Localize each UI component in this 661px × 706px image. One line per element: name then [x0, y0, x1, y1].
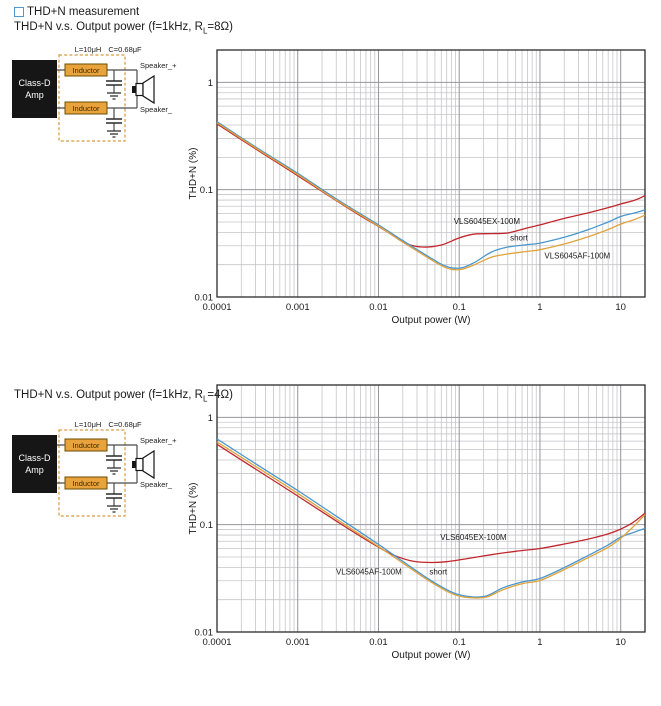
page-title: THD+N measurement: [14, 6, 139, 18]
x-axis-title: Output power (W): [392, 315, 471, 326]
chart-1-subtitle: THD+N v.s. Output power (f=1kHz, RL=8Ω): [14, 21, 233, 36]
lc-filter-dashed-box: [58, 429, 126, 517]
chart-2-subtitle: THD+N v.s. Output power (f=1kHz, RL=4Ω): [14, 389, 233, 404]
series-curve-short: [216, 121, 646, 269]
capacitance-value-label: C=0.68μF: [108, 45, 142, 54]
class-d-amp-block: Class-D Amp: [12, 60, 57, 118]
ground-icon: [107, 92, 121, 138]
series-curve-VLS6045AF-100M: [216, 441, 646, 599]
series-label-VLS6045EX-100M: VLS6045EX-100M: [440, 533, 507, 542]
speaker-icon: [132, 449, 155, 480]
x-tick-label: 0.1: [453, 302, 466, 313]
inductor-label-top: Inductor: [72, 441, 100, 450]
speaker-icon: [132, 74, 155, 105]
x-axis-title: Output power (W): [392, 650, 471, 661]
x-tick-label: 0.01: [369, 637, 388, 648]
x-tick-label: 0.0001: [202, 302, 231, 313]
ground-icon: [107, 467, 121, 513]
plot-frame: [216, 384, 646, 633]
svg-text:Class-D: Class-D: [18, 78, 51, 88]
y-tick-label: 0.1: [200, 520, 213, 531]
inductance-value-label: L=10μH: [75, 420, 102, 429]
y-tick-label: 0.01: [195, 293, 214, 304]
svg-text:Amp: Amp: [25, 465, 44, 475]
minor-gridlines: [217, 385, 645, 632]
y-axis-title: THD+N (%): [188, 483, 199, 535]
x-tick-label: 0.0001: [202, 637, 231, 648]
circuit-diagram-8ohm: L=10μH C=0.68μF Class-D Amp Speaker_+ Sp…: [12, 45, 177, 142]
y-tick-label: 0.1: [200, 185, 213, 196]
capacitor-icon: [106, 80, 122, 124]
svg-text:Amp: Amp: [25, 90, 44, 100]
x-tick-label: 1: [537, 637, 542, 648]
series-label-short: short: [510, 234, 529, 243]
minor-gridlines: [217, 50, 645, 297]
series-curve-VLS6045EX-100M: [216, 123, 646, 248]
series-curve-VLS6045EX-100M: [216, 443, 646, 564]
series-label-VLS6045AF-100M: VLS6045AF-100M: [544, 252, 610, 261]
x-tick-label: 10: [615, 637, 626, 648]
capacitance-value-label: C=0.68μF: [108, 420, 142, 429]
square-bullet-icon: [14, 7, 24, 17]
y-axis-title: THD+N (%): [188, 148, 199, 200]
inductor-label-top: Inductor: [72, 66, 100, 75]
series-label-VLS6045AF-100M: VLS6045AF-100M: [336, 567, 402, 576]
svg-text:Class-D: Class-D: [18, 453, 51, 463]
speaker-minus-label: Speaker_: [140, 480, 173, 489]
y-tick-label: 1: [208, 78, 213, 89]
class-d-amp-block: Class-D Amp: [12, 435, 57, 493]
series-label-short: short: [429, 567, 448, 576]
x-tick-label: 0.001: [286, 637, 310, 648]
page-title-text: THD+N measurement: [27, 6, 140, 18]
inductance-value-label: L=10μH: [75, 45, 102, 54]
x-tick-label: 10: [615, 302, 626, 313]
inductor-blocks: Inductor Inductor: [64, 63, 108, 115]
speaker-plus-label: Speaker_+: [140, 61, 177, 70]
x-tick-label: 0.01: [369, 302, 388, 313]
speaker-minus-label: Speaker_: [140, 105, 173, 114]
series-curve-short: [216, 438, 646, 598]
series-label-VLS6045EX-100M: VLS6045EX-100M: [454, 217, 521, 226]
circuit-diagram-4ohm: L=10μH C=0.68μF Class-D Amp Speaker_+ Sp…: [12, 420, 177, 517]
major-gridlines: [217, 50, 645, 297]
lc-filter-dashed-box: [58, 54, 126, 142]
speaker-plus-label: Speaker_+: [140, 436, 177, 445]
x-tick-label: 0.1: [453, 637, 466, 648]
capacitor-icon: [106, 455, 122, 499]
inductor-label-bottom: Inductor: [72, 104, 100, 113]
major-gridlines: [217, 385, 645, 632]
y-tick-label: 1: [208, 413, 213, 424]
y-tick-label: 0.01: [195, 628, 214, 639]
plot-frame: [216, 49, 646, 298]
x-tick-label: 1: [537, 302, 542, 313]
x-tick-label: 0.001: [286, 302, 310, 313]
inductor-label-bottom: Inductor: [72, 479, 100, 488]
series-curve-VLS6045AF-100M: [216, 122, 646, 271]
inductor-blocks: Inductor Inductor: [64, 438, 108, 490]
